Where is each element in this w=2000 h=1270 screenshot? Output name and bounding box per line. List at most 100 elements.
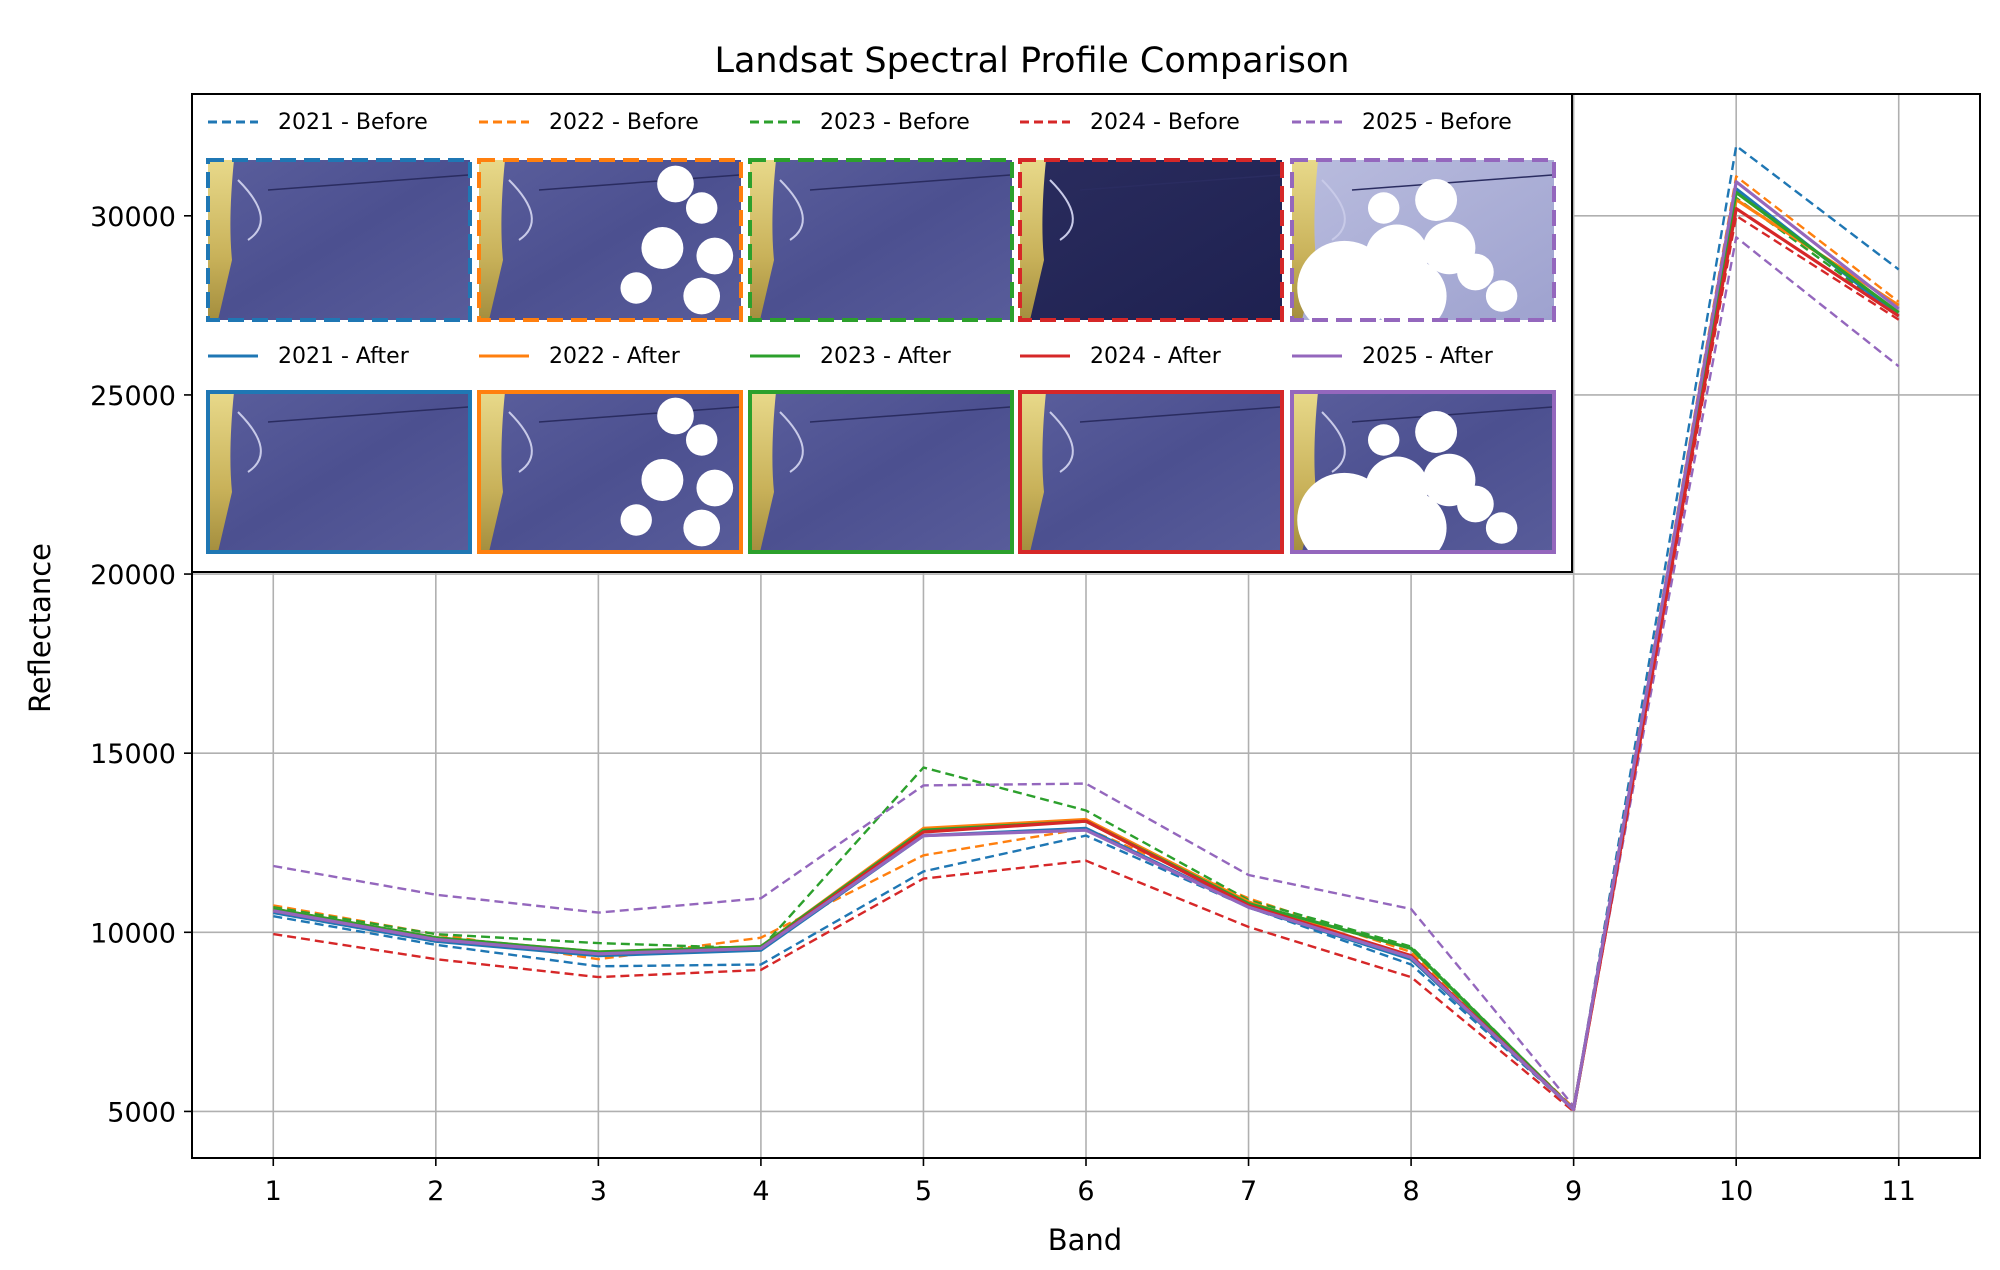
satellite-thumbnail <box>477 390 743 554</box>
terrain-detail <box>1049 411 1074 473</box>
river-detail <box>1351 174 1553 191</box>
terrain-detail <box>1321 179 1346 241</box>
legend-entry-before-4: 2024 - Before <box>1018 110 1284 322</box>
x-tick-label: 6 <box>1077 1176 1094 1207</box>
cloud-shape <box>1297 472 1392 568</box>
satellite-thumbnail <box>1018 158 1284 322</box>
river-detail <box>1351 406 1553 423</box>
river-detail <box>538 406 740 423</box>
legend-entry-before-5: 2025 - Before <box>1290 110 1556 336</box>
x-tick-label: 4 <box>752 1176 769 1207</box>
legend-entry-after-2: 2022 - After <box>477 344 743 554</box>
y-tick-label: 5000 <box>107 1097 176 1128</box>
legend-label: 2023 - Before <box>820 110 970 135</box>
terrain-detail <box>237 179 262 241</box>
legend-label: 2025 - After <box>1362 344 1494 369</box>
legend-label: 2021 - Before <box>278 110 428 135</box>
legend-entry-after-5: 2025 - After <box>1290 344 1556 568</box>
satellite-thumbnail <box>748 158 1014 322</box>
y-axis-ticks: 5000 10000 15000 20000 25000 30000 <box>90 202 192 1128</box>
terrain-detail <box>779 179 804 241</box>
river-detail <box>1079 406 1281 423</box>
thumbnail-border <box>206 158 472 322</box>
satellite-thumbnail <box>206 158 472 322</box>
river-detail <box>809 406 1011 423</box>
thumbnail-border <box>1018 158 1284 322</box>
y-tick-label: 20000 <box>90 560 176 591</box>
cloud-shape <box>657 397 694 435</box>
coastline-shape <box>479 392 505 552</box>
thumbnail-border <box>206 390 472 554</box>
legend-label: 2024 - After <box>1090 344 1222 369</box>
legend-entry-before-3: 2023 - Before <box>748 110 1014 322</box>
thumbnail-border <box>1018 390 1284 554</box>
river-detail <box>809 174 1011 191</box>
legend-label: 2022 - Before <box>549 110 699 135</box>
thumbnail-border <box>1290 390 1556 554</box>
cloud-shape <box>1415 179 1458 221</box>
coastline-shape <box>750 160 776 320</box>
coastline-shape <box>208 392 234 552</box>
satellite-thumbnail <box>1290 158 1556 336</box>
satellite-image <box>750 392 1012 552</box>
thumbnail-border <box>1290 158 1556 322</box>
satellite-image <box>1020 160 1282 320</box>
legend-entry-after-3: 2023 - After <box>748 344 1014 554</box>
cloud-shape <box>1457 485 1494 523</box>
legend-entry-before-2: 2022 - Before <box>477 110 743 322</box>
x-tick-label: 3 <box>590 1176 607 1207</box>
satellite-thumbnail <box>1290 390 1556 568</box>
thumbnail-border <box>748 158 1014 322</box>
x-axis-label: Band <box>1048 1223 1122 1257</box>
x-tick-label: 11 <box>1882 1176 1916 1207</box>
terrain-detail <box>237 411 262 473</box>
x-tick-label: 10 <box>1719 1176 1753 1207</box>
y-axis-label: Reflectance <box>23 543 57 713</box>
cloud-shape <box>683 277 721 315</box>
coastline-shape <box>1020 160 1046 320</box>
y-tick-label: 15000 <box>90 739 176 770</box>
terrain-detail <box>508 179 533 241</box>
cloud-shape <box>641 227 684 269</box>
legend-label: 2021 - After <box>278 344 410 369</box>
satellite-thumbnail <box>477 158 743 322</box>
x-tick-label: 5 <box>915 1176 932 1207</box>
series-line-2025-after <box>273 180 1900 1112</box>
x-tick-label: 1 <box>265 1176 282 1207</box>
cloud-shape <box>696 237 734 275</box>
y-tick-label: 10000 <box>90 918 176 949</box>
legend-entry-after-1: 2021 - After <box>206 344 472 554</box>
river-detail <box>267 406 469 423</box>
terrain-detail <box>779 411 804 473</box>
series-lines <box>273 144 1900 1113</box>
x-tick-label: 9 <box>1565 1176 1582 1207</box>
terrain-detail <box>508 411 533 473</box>
satellite-thumbnail <box>1018 390 1284 554</box>
cloud-shape <box>641 459 684 501</box>
legend-entry-before-1: 2021 - Before <box>206 110 472 322</box>
cloud-shape <box>1415 411 1458 453</box>
legend-label: 2025 - Before <box>1362 110 1512 135</box>
cloud-shape <box>1485 280 1518 312</box>
satellite-image <box>1020 392 1282 552</box>
x-tick-label: 7 <box>1240 1176 1257 1207</box>
legend: 2021 - Before 2022 - Before 2023 - Before 2… <box>191 93 1573 573</box>
chart-title: Landsat Spectral Profile Comparison <box>714 41 1349 81</box>
satellite-thumbnail <box>748 390 1014 554</box>
y-tick-label: 25000 <box>90 381 176 412</box>
cloud-shape <box>1297 240 1392 336</box>
terrain-detail <box>1321 411 1346 473</box>
terrain-detail <box>1049 179 1074 241</box>
cloud-shape <box>1485 512 1518 544</box>
river-detail <box>1079 174 1281 191</box>
legend-label: 2022 - After <box>549 344 681 369</box>
legend-label: 2024 - Before <box>1090 110 1240 135</box>
series-line-2021-before <box>273 144 1900 1111</box>
legend-label: 2023 - After <box>820 344 952 369</box>
y-tick-label: 30000 <box>90 202 176 233</box>
cloud-shape <box>620 504 652 536</box>
cloud-shape <box>657 165 694 203</box>
satellite-thumbnail <box>206 390 472 554</box>
satellite-image <box>750 160 1012 320</box>
